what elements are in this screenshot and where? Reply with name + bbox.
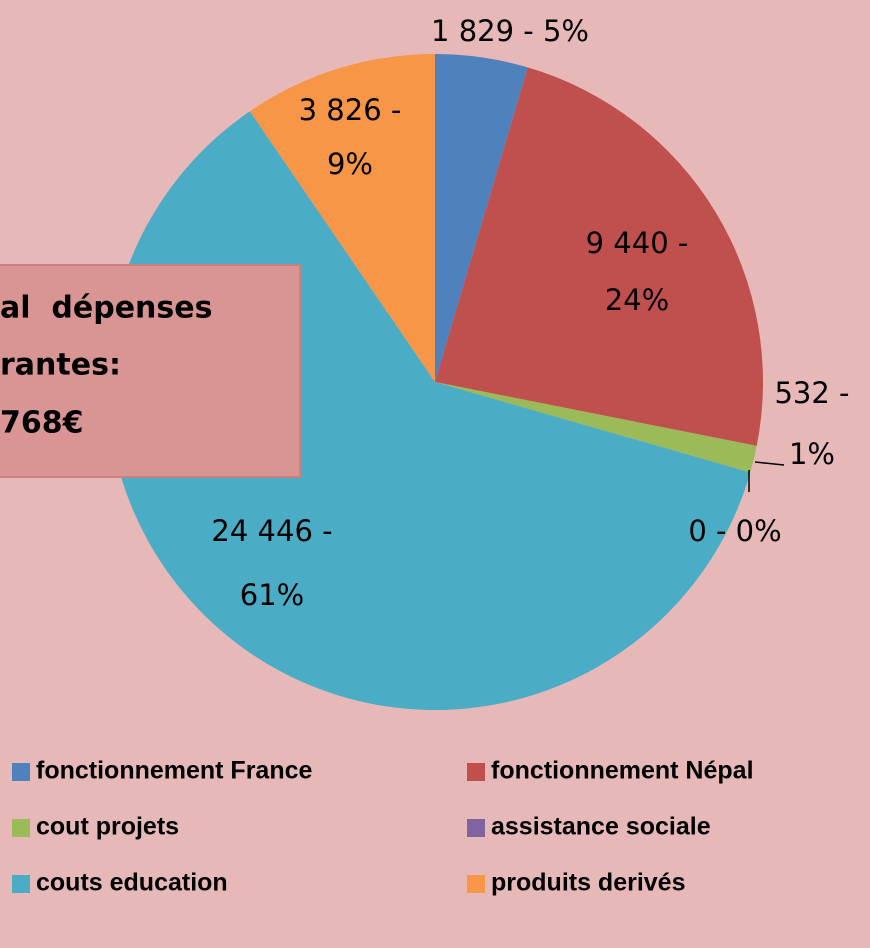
data-label: 24 446 -61% — [211, 514, 332, 612]
pie-slice — [435, 54, 528, 382]
pie-slice — [249, 54, 435, 382]
legend-label: fonctionnement Népal — [491, 757, 754, 785]
legend-label: couts education — [36, 869, 228, 897]
data-label: 3 826 -9% — [299, 93, 402, 181]
annotation: al dépenses — [0, 291, 212, 326]
legend-swatch — [467, 763, 485, 781]
legend-label: cout projets — [36, 813, 179, 841]
legend-swatch — [12, 819, 30, 837]
legend-label: produits derivés — [491, 869, 686, 897]
data-label: 9 440 -24% — [586, 226, 689, 317]
legend-swatch — [467, 819, 485, 837]
pie-slice — [106, 111, 751, 710]
pie-slice — [435, 382, 757, 473]
data-label: 0 - 0% — [688, 514, 781, 548]
data-label: 532 -1% — [774, 376, 849, 471]
legend-label: fonctionnement France — [36, 757, 313, 785]
pie-slice — [435, 67, 764, 446]
legend-swatch — [12, 763, 30, 781]
annotation-box — [0, 264, 301, 478]
data-label: 1 829 - 5% — [431, 14, 589, 48]
annotation: 768€ — [0, 406, 84, 441]
annotation: rantes: — [0, 348, 121, 383]
leader-line — [754, 461, 785, 466]
pie — [106, 54, 764, 710]
legend-label: assistance sociale — [491, 813, 711, 841]
legend-swatch — [12, 875, 30, 893]
legend-swatch — [467, 875, 485, 893]
